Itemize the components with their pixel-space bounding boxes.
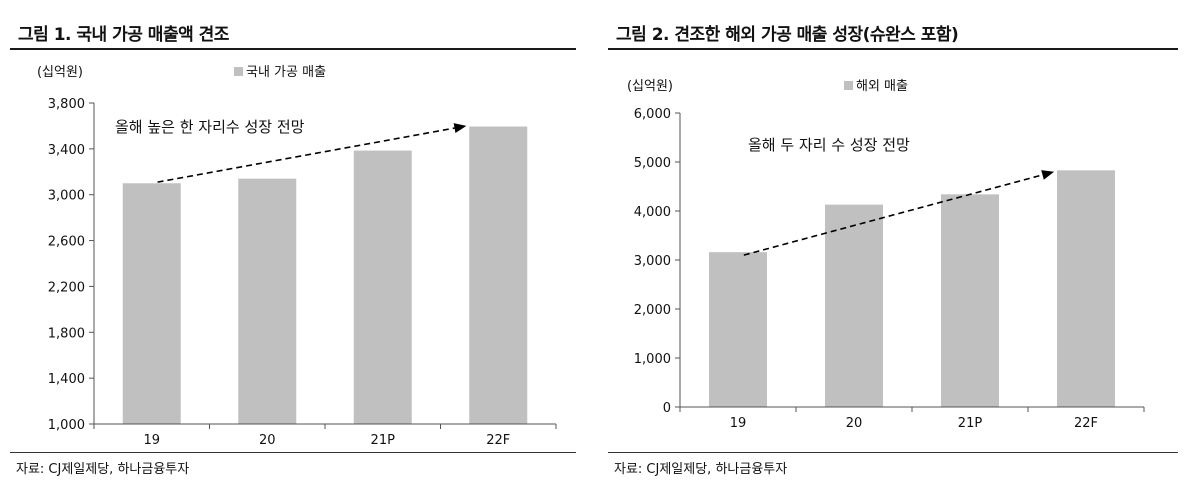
x-tick-label: 20 <box>259 433 276 448</box>
bottom-rule <box>10 452 576 453</box>
bar-21P <box>941 194 999 407</box>
arrow-line <box>157 127 455 183</box>
legend: 해외 매출 <box>844 79 908 94</box>
x-tick-label: 22F <box>1074 416 1098 431</box>
y-tick-label: 2,000 <box>634 303 671 318</box>
x-tick-label: 21P <box>958 416 983 431</box>
legend-label: 국내 가공 매출 <box>246 65 326 80</box>
bar-20 <box>238 178 297 424</box>
trend-arrow <box>743 170 1055 256</box>
legend-swatch <box>844 81 853 90</box>
y-tick-label: 2,200 <box>48 280 85 295</box>
source-note: 자료: CJ제일제당, 하나금융투자 <box>614 462 788 477</box>
y-tick-label: 3,800 <box>48 97 85 112</box>
arrow-head <box>1041 170 1055 180</box>
y-tick-label: 1,000 <box>634 352 671 367</box>
x-tick-label: 19 <box>730 416 747 431</box>
trend-arrow <box>157 123 467 183</box>
y-tick-label: 4,000 <box>634 205 671 220</box>
bar-19 <box>709 252 767 407</box>
x-tick-label: 19 <box>143 433 160 448</box>
y-tick-label: 1,000 <box>48 418 85 433</box>
figure-1: 그림 1. 국내 가공 매출액 견조 (십억원) 국내 가공 매출 1,000 1,4… <box>0 0 580 492</box>
y-tick-label: 3,000 <box>48 189 85 204</box>
bar-22F <box>1057 170 1115 407</box>
y-tick-label: 3,400 <box>48 143 85 158</box>
bar-19 <box>122 183 181 424</box>
y-unit-label: (십억원) <box>37 65 83 80</box>
x-tick-label: 22F <box>486 433 510 448</box>
bottom-rule <box>608 452 1178 453</box>
y-tick-label: 6,000 <box>634 107 671 122</box>
chart-domestic-processed-sales: (십억원) 국내 가공 매출 1,000 1,400 1,800 2,200 2,600 3,… <box>37 65 557 448</box>
title-rule <box>10 48 576 50</box>
figure-title: 그림 1. 국내 가공 매출액 견조 <box>18 25 229 45</box>
chart-overseas-processed-sales: (십억원) 해외 매출 0 1,000 2,000 3,000 4,000 5,000 6,00… <box>627 79 1145 431</box>
x-tick-label: 21P <box>371 433 396 448</box>
bar-20 <box>825 204 883 407</box>
y-unit-label: (십억원) <box>627 79 673 94</box>
legend: 국내 가공 매출 <box>234 65 326 80</box>
legend-swatch <box>234 67 243 76</box>
y-tick-label: 1,400 <box>48 372 85 387</box>
figure-2: 그림 2. 견조한 해외 가공 매출 성장(슈완스 포함) (십억원) 해외 매출… <box>598 0 1187 492</box>
arrow-head <box>453 123 467 133</box>
bar-21P <box>353 150 412 424</box>
legend-label: 해외 매출 <box>856 79 908 94</box>
bar-22F <box>469 126 528 425</box>
arrow-line <box>743 174 1043 256</box>
y-tick-label: 3,000 <box>634 254 671 269</box>
source-note: 자료: CJ제일제당, 하나금융투자 <box>16 462 190 477</box>
annotation: 올해 두 자리 수 성장 전망 <box>748 136 910 154</box>
y-tick-label: 5,000 <box>634 156 671 171</box>
y-tick-label: 1,800 <box>48 326 85 341</box>
y-tick-label: 0 <box>663 401 671 416</box>
figure-title: 그림 2. 견조한 해외 가공 매출 성장(슈완스 포함) <box>616 25 959 45</box>
x-tick-label: 20 <box>846 416 863 431</box>
annotation: 올해 높은 한 자리수 성장 전망 <box>115 118 305 136</box>
y-tick-label: 2,600 <box>48 235 85 250</box>
title-rule <box>608 48 1178 50</box>
